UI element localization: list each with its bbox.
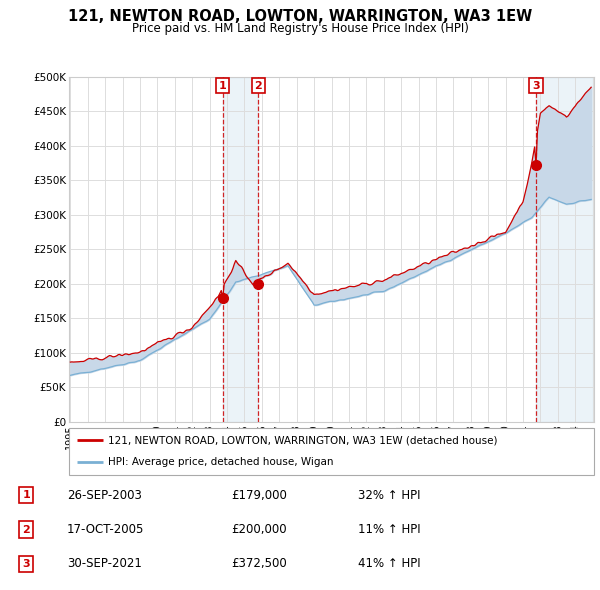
Text: 2: 2 [254,81,262,91]
Text: 32% ↑ HPI: 32% ↑ HPI [358,489,420,502]
Text: 1: 1 [218,81,226,91]
Text: £372,500: £372,500 [231,558,287,571]
Text: 17-OCT-2005: 17-OCT-2005 [67,523,144,536]
Text: 41% ↑ HPI: 41% ↑ HPI [358,558,420,571]
Bar [536,77,593,422]
Text: 3: 3 [532,81,540,91]
Text: 3: 3 [23,559,30,569]
Text: 30-SEP-2021: 30-SEP-2021 [67,558,142,571]
Text: £200,000: £200,000 [231,523,287,536]
Text: 11% ↑ HPI: 11% ↑ HPI [358,523,420,536]
Text: £179,000: £179,000 [231,489,287,502]
Text: 2: 2 [23,525,30,535]
Text: 26-SEP-2003: 26-SEP-2003 [67,489,142,502]
Text: Price paid vs. HM Land Registry's House Price Index (HPI): Price paid vs. HM Land Registry's House … [131,22,469,35]
Text: HPI: Average price, detached house, Wigan: HPI: Average price, detached house, Wiga… [109,457,334,467]
Text: 1: 1 [23,490,30,500]
Text: 121, NEWTON ROAD, LOWTON, WARRINGTON, WA3 1EW: 121, NEWTON ROAD, LOWTON, WARRINGTON, WA… [68,9,532,24]
Bar [223,77,258,422]
Text: 121, NEWTON ROAD, LOWTON, WARRINGTON, WA3 1EW (detached house): 121, NEWTON ROAD, LOWTON, WARRINGTON, WA… [109,435,498,445]
